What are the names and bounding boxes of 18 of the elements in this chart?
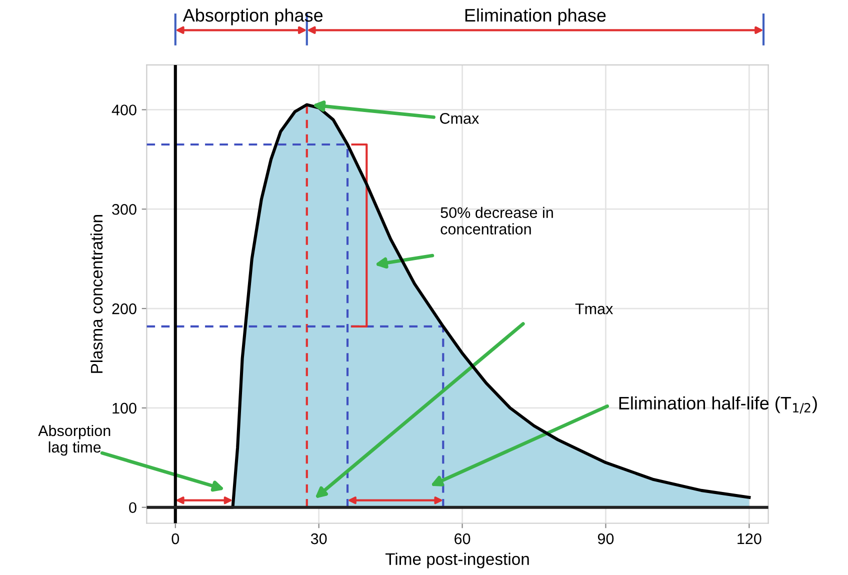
- annotation: Cmax: [440, 113, 480, 124]
- annotation: 50% decrease in concentration: [440, 206, 553, 234]
- text: Elimination phase: [465, 8, 606, 26]
- y-tick-label: 0: [129, 502, 136, 514]
- y-tick-label: 100: [112, 402, 136, 414]
- x-tick-label: 90: [598, 533, 614, 544]
- x-tick-label: 120: [738, 533, 762, 544]
- annotation: Elimination half-life (T$_{1/2}$): [619, 396, 817, 414]
- x-tick-label: 60: [454, 533, 470, 544]
- x-tick-label: 30: [310, 533, 327, 544]
- y-tick-label: 200: [112, 303, 136, 314]
- y-axis-title: Plasma concentration: [90, 215, 103, 373]
- x-axis-title: Time post-ingestion: [385, 552, 529, 568]
- y-tick-label: 400: [112, 104, 136, 116]
- x-tick-label: 0: [172, 533, 180, 544]
- y-tick-label: 300: [112, 204, 136, 215]
- text: Absorption lag time: [38, 424, 110, 456]
- annotation: Tmax: [575, 304, 614, 314]
